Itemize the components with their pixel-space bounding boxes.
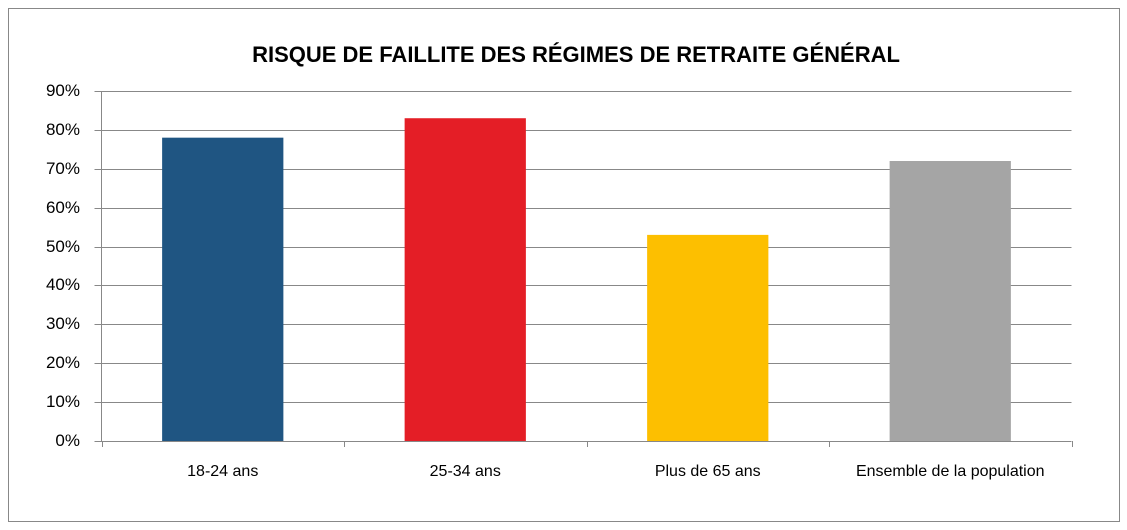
bar	[889, 161, 1011, 441]
y-tick-label: 0%	[55, 431, 80, 450]
y-tick-label: 70%	[46, 159, 80, 178]
x-tick-label: Plus de 65 ans	[655, 463, 761, 480]
y-tick-label: 60%	[46, 198, 80, 217]
x-tick-label: 25-34 ans	[430, 463, 501, 480]
chart-title: RISQUE DE FAILLITE DES RÉGIMES DE RETRAI…	[252, 42, 900, 67]
y-tick-label: 20%	[46, 353, 80, 372]
y-tick-label: 50%	[46, 237, 80, 256]
x-tick-label: Ensemble de la population	[856, 463, 1045, 480]
x-tick-label: 18-24 ans	[187, 463, 258, 480]
bar	[404, 118, 526, 441]
y-tick-label: 40%	[46, 275, 80, 294]
y-tick-label: 10%	[46, 392, 80, 411]
y-tick-label: 90%	[46, 81, 80, 100]
y-tick-label: 80%	[46, 120, 80, 139]
bar	[162, 137, 284, 441]
bar	[647, 234, 769, 441]
y-tick-label: 30%	[46, 314, 80, 333]
